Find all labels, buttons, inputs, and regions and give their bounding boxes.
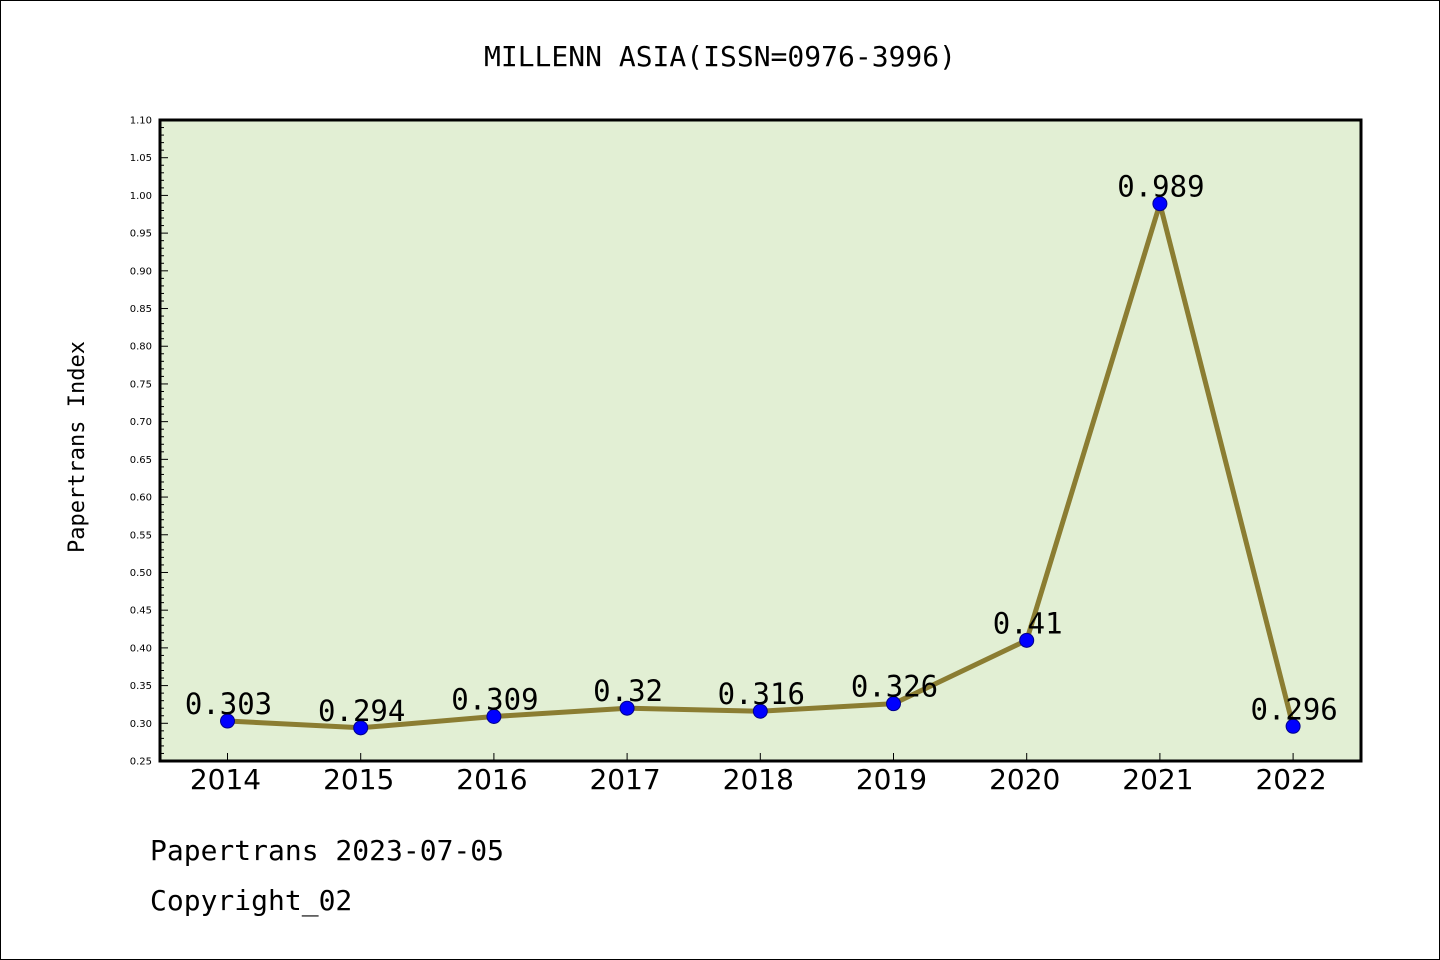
y-tick-label: 0.50 <box>130 568 152 579</box>
y-tick-label: 1.05 <box>130 153 152 164</box>
y-tick-label: 1.00 <box>130 191 152 202</box>
y-tick-label: 0.80 <box>130 342 152 353</box>
data-point <box>619 700 635 716</box>
data-label: 0.294 <box>318 694 405 728</box>
y-tick-label: 0.40 <box>130 643 152 654</box>
footer-copyright: Copyright_02 <box>150 884 353 917</box>
x-tick-label: 2022 <box>1255 763 1326 796</box>
data-label: 0.303 <box>185 687 272 721</box>
footer-date: Papertrans 2023-07-05 <box>150 834 505 867</box>
y-tick-label: 0.55 <box>130 530 152 541</box>
y-tick-label: 0.30 <box>130 719 152 730</box>
data-label: 0.32 <box>593 674 663 708</box>
x-tick-label: 2020 <box>989 763 1060 796</box>
data-point <box>886 696 901 712</box>
y-tick-label: 0.90 <box>130 266 152 277</box>
chart-title: MILLENN ASIA(ISSN=0976-3996) <box>484 40 956 73</box>
data-label: 0.41 <box>993 606 1063 640</box>
data-label: 0.989 <box>1117 170 1204 204</box>
data-point <box>353 720 369 736</box>
data-label: 0.316 <box>718 677 805 711</box>
y-tick-label: 0.70 <box>130 417 152 428</box>
data-point <box>1285 718 1301 734</box>
y-tick-label: 0.45 <box>130 606 152 617</box>
x-tick-label: 2019 <box>856 763 927 796</box>
data-label: 0.296 <box>1250 692 1337 726</box>
x-axis-ticks: 2014 2015 2016 2017 2018 2019 2020 2021 2022 <box>190 753 1327 796</box>
y-tick-label: 1.10 <box>130 116 152 127</box>
y-tick-label: 0.65 <box>130 455 152 466</box>
data-markers <box>220 196 1301 736</box>
x-tick-label: 2021 <box>1122 763 1193 796</box>
y-axis-label: Papertrans Index <box>65 341 90 553</box>
data-labels: 0.303 0.294 0.309 0.32 0.316 0.326 0.41 0.989 0.… <box>185 170 1338 728</box>
y-tick-label: 0.25 <box>130 757 152 768</box>
x-tick-label: 2017 <box>589 763 660 796</box>
y-tick-label: 0.85 <box>130 304 152 315</box>
y-tick-label: 0.95 <box>130 229 152 240</box>
data-point <box>752 703 768 719</box>
x-tick-label: 2018 <box>723 763 794 796</box>
y-tick-label: 0.35 <box>130 681 152 692</box>
x-tick-label: 2014 <box>190 763 261 796</box>
data-point <box>1019 632 1035 648</box>
y-tick-label: 0.60 <box>130 493 152 504</box>
data-point <box>486 709 502 725</box>
data-point <box>1152 196 1168 212</box>
x-tick-label: 2015 <box>323 763 394 796</box>
data-label: 0.326 <box>851 670 938 704</box>
data-label: 0.309 <box>451 683 538 717</box>
y-tick-label: 0.75 <box>130 379 152 390</box>
plot-area <box>158 118 1363 763</box>
x-tick-label: 2016 <box>456 763 527 796</box>
y-axis-ticks: 0.25 0.30 0.35 0.40 0.45 0.50 0.55 0.60 0.65 0.70… <box>130 116 168 768</box>
data-point <box>220 713 235 729</box>
